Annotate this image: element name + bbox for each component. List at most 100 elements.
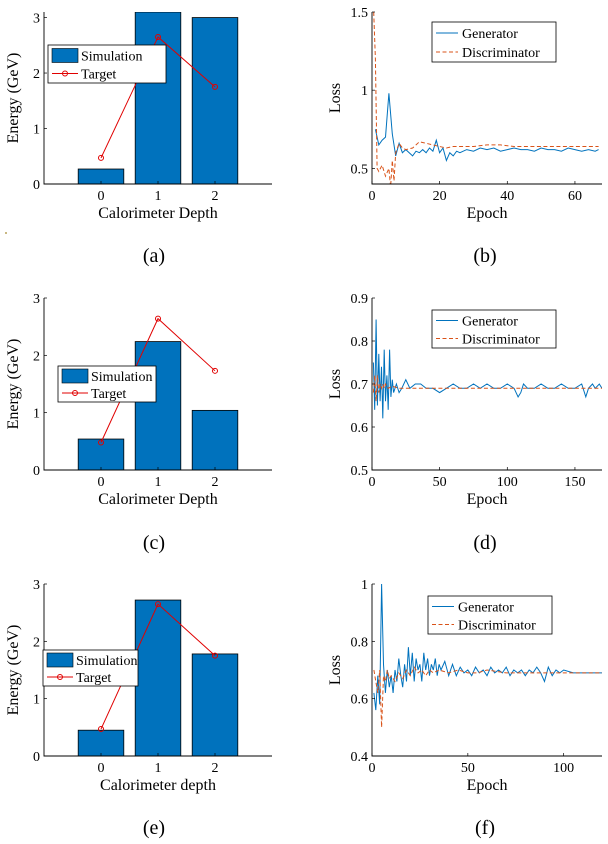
y-tick-label: 0: [33, 464, 40, 479]
legend: Generator Discriminator: [431, 309, 557, 349]
x-tick-label: 50: [433, 475, 447, 490]
panel-label: (d): [473, 532, 496, 554]
x-axis-label: Calorimeter depth: [100, 777, 216, 794]
panel-label: (a): [143, 245, 165, 267]
x-tick-label: 2: [212, 189, 219, 204]
y-tick-label: 0.5: [351, 162, 369, 177]
y-axis-label: Loss: [327, 369, 344, 399]
stray-mark: [5, 232, 7, 234]
legend-label: Generator: [458, 601, 514, 616]
panel-c: 0 1 2 0 1 2 3 Calorimeter Depth Energy (GeV) Simu…: [5, 292, 272, 554]
target-point: [155, 315, 161, 322]
x-tick-label: 1: [155, 475, 162, 490]
legend-box: [427, 595, 553, 635]
legend-label: Simulation: [81, 50, 142, 65]
legend: Simulation Target: [47, 44, 167, 84]
y-tick-label: 0.6: [351, 693, 369, 708]
legend-label: Generator: [462, 315, 518, 330]
legend-label: Discriminator: [462, 333, 540, 348]
y-tick-label: 3: [33, 12, 40, 27]
x-tick-label: 50: [461, 761, 475, 776]
panel-e: 0 1 2 0 1 2 3 Calorimeter depth Energy (GeV) Simu…: [5, 578, 272, 839]
plot-area: [77, 315, 239, 470]
x-tick-label: 0: [98, 761, 105, 776]
y-axis-label: Energy (GeV): [5, 625, 22, 716]
legend: Generator Discriminator: [431, 21, 557, 63]
legend-label: Simulation: [91, 370, 152, 385]
y-tick-label: 0.7: [351, 378, 369, 393]
legend-label: Generator: [462, 27, 518, 42]
y-tick-label: 0.8: [351, 635, 369, 650]
target-line: [100, 36, 216, 159]
y-tick-label: 0.5: [351, 464, 369, 479]
axes: [371, 584, 602, 757]
y-tick-label: 0.8: [351, 335, 369, 350]
axes: [43, 12, 272, 185]
bar-1: [134, 12, 182, 184]
y-axis-label: Energy (GeV): [5, 339, 22, 430]
y-tick-label: 0.4: [351, 750, 369, 765]
y-tick-label: 0: [33, 178, 40, 193]
y-axis-label: Loss: [327, 655, 344, 685]
x-axis-label: Epoch: [467, 777, 508, 794]
discriminator-line: [373, 666, 602, 728]
y-tick-label: 0.9: [351, 292, 369, 307]
legend-label: Discriminator: [462, 46, 540, 61]
y-tick-label: 2: [33, 635, 40, 650]
legend-label: Target: [76, 671, 111, 686]
y-axis-label: Loss: [327, 83, 344, 113]
target-point: [98, 726, 104, 733]
plot-area: [77, 12, 239, 184]
x-tick-label: 100: [553, 761, 574, 776]
x-axis-label: Epoch: [467, 205, 508, 222]
x-tick-label: 0: [369, 475, 376, 490]
x-tick-label: 0: [369, 189, 376, 204]
legend-swatch-simulation: [51, 48, 79, 63]
target-point: [212, 652, 218, 659]
target-point: [98, 154, 104, 161]
x-axis-label: Epoch: [467, 491, 508, 508]
generator-line: [373, 584, 602, 711]
x-tick-label: 1: [155, 189, 162, 204]
x-tick-label: 150: [564, 475, 585, 490]
legend-marker-target: [72, 390, 78, 396]
legend-marker-target: [57, 674, 63, 680]
y-axis-label: Energy (GeV): [5, 53, 22, 144]
plot-area: [77, 599, 239, 756]
generator-line: [372, 319, 602, 419]
x-axis-label: Calorimeter Depth: [98, 205, 218, 222]
legend: Simulation Target: [57, 365, 157, 403]
bar-0: [77, 438, 125, 470]
panel-label: (f): [475, 817, 495, 839]
x-tick-label: 2: [212, 761, 219, 776]
panel-label: (c): [143, 532, 165, 554]
target-point: [212, 367, 218, 374]
panel-f: 0 50 100 0.4 0.6 0.8 1 Epoch Loss Generator Discri…: [327, 578, 602, 839]
panel-b: 0 20 40 60 0.5 1 1.5 Epoch Loss Generator Discrimi…: [327, 6, 602, 267]
y-tick-label: 2: [33, 67, 40, 82]
bar-1: [134, 341, 182, 470]
y-tick-label: 1: [361, 578, 368, 593]
x-tick-label: 60: [568, 189, 582, 204]
plot-area: [373, 584, 602, 728]
discriminator-line: [372, 375, 602, 402]
x-tick-label: 0: [98, 189, 105, 204]
x-axis-label: Calorimeter Depth: [98, 491, 218, 508]
axes: [371, 298, 602, 471]
legend-swatch-simulation: [46, 652, 74, 668]
y-tick-label: 1: [33, 693, 40, 708]
legend: Generator Discriminator: [427, 595, 553, 635]
y-tick-label: 1: [33, 123, 40, 138]
y-tick-label: 1: [33, 407, 40, 422]
target-point: [98, 439, 104, 446]
y-tick-label: 2: [33, 349, 40, 364]
legend-label: Discriminator: [458, 619, 536, 634]
panel-label: (e): [143, 817, 165, 839]
x-tick-label: 20: [433, 189, 447, 204]
axes: [43, 584, 272, 757]
target-point: [155, 33, 161, 40]
x-tick-label: 1: [155, 761, 162, 776]
legend-label: Simulation: [76, 654, 137, 669]
axes: [371, 12, 602, 185]
